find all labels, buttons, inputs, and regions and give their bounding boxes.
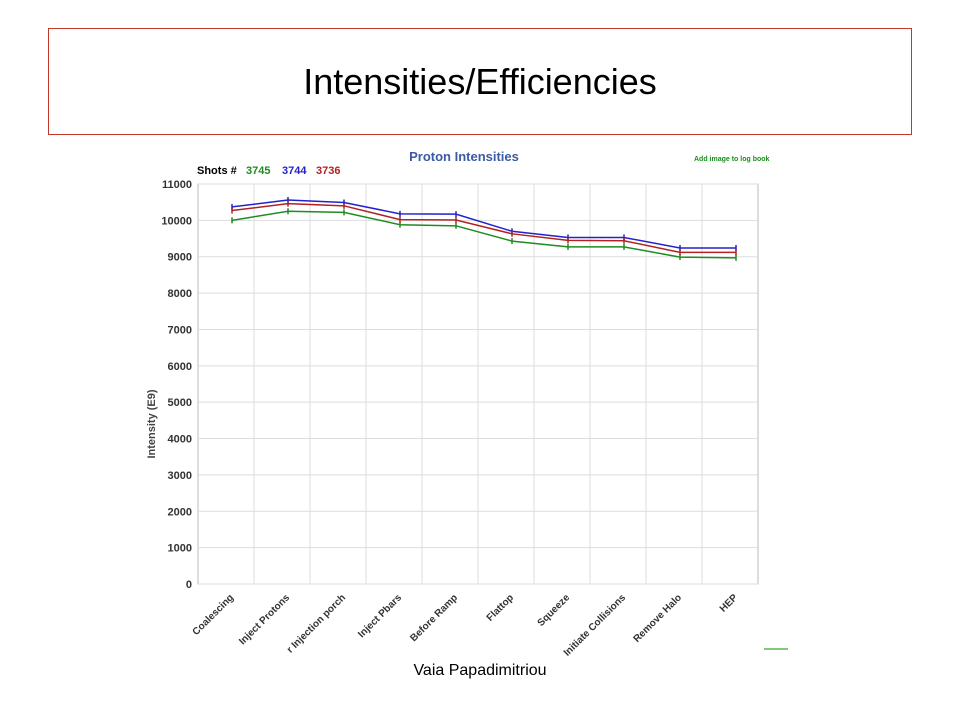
y-tick-label: 8000: [168, 288, 192, 300]
legend-series-0: 3745: [246, 165, 270, 177]
x-tick-label: Before Ramp: [408, 592, 460, 644]
series-line-3744: [231, 199, 736, 249]
y-tick-label: 5000: [168, 397, 192, 409]
y-tick-label: 6000: [168, 361, 192, 373]
y-tick-label: 10000: [161, 215, 192, 227]
bottom-right-marker: [764, 648, 788, 650]
y-tick-label: 7000: [168, 324, 192, 336]
series-line-3745: [231, 210, 737, 259]
x-tick-label: Initiate Collisions: [562, 592, 629, 659]
x-tick-label: Remove Halo: [632, 592, 685, 645]
x-tick-label: Squeeze: [536, 592, 573, 629]
x-tick-label: Inject Pbars: [356, 592, 404, 640]
x-tick-label: Flattop: [485, 592, 516, 623]
title-box: Intensities/Efficiencies: [48, 28, 912, 135]
y-tick-label: 2000: [168, 506, 192, 518]
x-tick-label: HEP: [718, 592, 741, 615]
x-tick-label: Coalescing: [191, 592, 237, 638]
y-axis-label: Intensity (E9): [146, 389, 158, 458]
y-tick-label: 3000: [168, 470, 192, 482]
y-tick-label: 9000: [168, 252, 192, 264]
y-tick-label: 4000: [168, 434, 192, 446]
legend-series-1: 3744: [282, 165, 307, 177]
y-tick-labels: 0 1000 2000 3000 4000 5000 6000 7000 8000 9000 100…: [161, 179, 192, 591]
gridlines: [198, 183, 758, 585]
legend-series-2: 3736: [316, 165, 340, 177]
shots-label: Shots #: [197, 165, 237, 177]
series-lines: [231, 197, 737, 261]
series-line-3736: [231, 202, 736, 254]
y-tick-label: 0: [186, 579, 192, 591]
x-tick-label: Inject Protons: [237, 592, 292, 647]
y-tick-label: 11000: [162, 179, 192, 191]
x-tick-label: r Injection porch: [285, 592, 348, 655]
y-tick-label: 1000: [168, 543, 192, 555]
add-image-link[interactable]: Add image to log book: [694, 156, 770, 163]
slide-footer: Vaia Papadimitriou: [413, 662, 547, 679]
slide-title: Intensities/Efficiencies: [303, 60, 657, 102]
chart-title: Proton Intensities: [409, 149, 519, 164]
